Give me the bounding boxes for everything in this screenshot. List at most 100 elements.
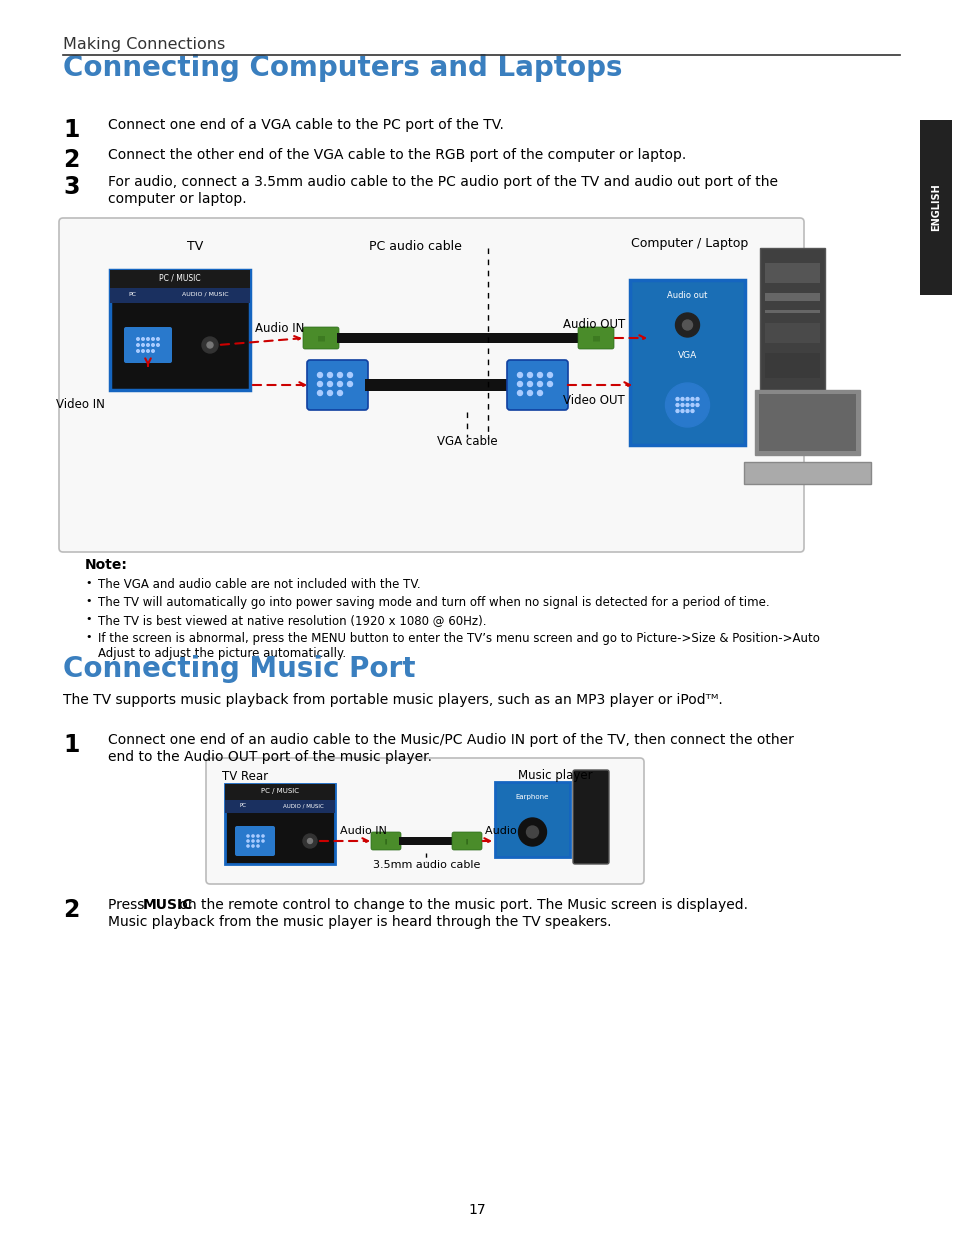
Circle shape bbox=[136, 343, 139, 346]
Circle shape bbox=[247, 835, 249, 837]
Text: Video OUT: Video OUT bbox=[562, 394, 624, 406]
Text: Audio out: Audio out bbox=[666, 291, 707, 300]
Circle shape bbox=[136, 350, 139, 352]
FancyBboxPatch shape bbox=[743, 462, 870, 484]
Circle shape bbox=[527, 373, 532, 378]
Circle shape bbox=[676, 404, 679, 406]
Circle shape bbox=[247, 845, 249, 847]
FancyBboxPatch shape bbox=[573, 769, 608, 864]
Circle shape bbox=[152, 343, 154, 346]
Circle shape bbox=[681, 320, 692, 330]
Circle shape bbox=[142, 337, 144, 341]
Circle shape bbox=[537, 390, 542, 395]
Circle shape bbox=[262, 835, 264, 837]
Text: TV Rear: TV Rear bbox=[222, 769, 268, 783]
Circle shape bbox=[136, 337, 139, 341]
Text: 3.5mm audio cable: 3.5mm audio cable bbox=[373, 860, 479, 869]
Circle shape bbox=[696, 398, 699, 400]
Text: For audio, connect a 3.5mm audio cable to the PC audio port of the TV and audio : For audio, connect a 3.5mm audio cable t… bbox=[108, 175, 778, 189]
FancyBboxPatch shape bbox=[398, 837, 454, 845]
Text: Audio OUT: Audio OUT bbox=[562, 319, 624, 331]
Circle shape bbox=[685, 398, 688, 400]
Text: 2: 2 bbox=[63, 898, 79, 923]
Circle shape bbox=[685, 410, 688, 412]
Circle shape bbox=[207, 342, 213, 348]
Circle shape bbox=[680, 398, 683, 400]
Circle shape bbox=[690, 410, 693, 412]
Text: The TV is best viewed at native resolution (1920 x 1080 @ 60Hz).: The TV is best viewed at native resoluti… bbox=[98, 614, 486, 627]
FancyBboxPatch shape bbox=[764, 324, 820, 343]
Circle shape bbox=[156, 343, 159, 346]
FancyBboxPatch shape bbox=[124, 327, 172, 363]
FancyBboxPatch shape bbox=[225, 800, 335, 813]
Circle shape bbox=[665, 383, 709, 427]
Circle shape bbox=[526, 826, 537, 839]
Circle shape bbox=[696, 404, 699, 406]
Circle shape bbox=[256, 835, 259, 837]
Circle shape bbox=[690, 398, 693, 400]
Circle shape bbox=[307, 839, 313, 844]
FancyBboxPatch shape bbox=[365, 379, 510, 391]
Circle shape bbox=[685, 404, 688, 406]
FancyBboxPatch shape bbox=[110, 270, 250, 288]
Text: ||||: |||| bbox=[592, 335, 599, 341]
Text: Making Connections: Making Connections bbox=[63, 37, 225, 52]
Circle shape bbox=[337, 373, 342, 378]
Text: Music playback from the music player is heard through the TV speakers.: Music playback from the music player is … bbox=[108, 915, 611, 929]
Circle shape bbox=[202, 337, 218, 353]
Circle shape bbox=[256, 845, 259, 847]
FancyBboxPatch shape bbox=[495, 782, 569, 857]
Text: Press: Press bbox=[108, 898, 149, 911]
Text: Earphone: Earphone bbox=[516, 794, 549, 800]
FancyBboxPatch shape bbox=[336, 333, 579, 343]
Circle shape bbox=[142, 350, 144, 352]
Text: Connecting Music Port: Connecting Music Port bbox=[63, 655, 416, 683]
Circle shape bbox=[152, 350, 154, 352]
Text: computer or laptop.: computer or laptop. bbox=[108, 191, 247, 206]
Text: Note:: Note: bbox=[85, 558, 128, 572]
FancyBboxPatch shape bbox=[760, 248, 824, 424]
Circle shape bbox=[347, 373, 352, 378]
Text: Connect one end of a VGA cable to the PC port of the TV.: Connect one end of a VGA cable to the PC… bbox=[108, 119, 503, 132]
Text: 1: 1 bbox=[63, 119, 79, 142]
Circle shape bbox=[517, 390, 522, 395]
Circle shape bbox=[317, 382, 322, 387]
Circle shape bbox=[317, 373, 322, 378]
Circle shape bbox=[156, 337, 159, 341]
Text: ENGLISH: ENGLISH bbox=[930, 184, 940, 231]
Text: •: • bbox=[85, 597, 91, 606]
Circle shape bbox=[527, 390, 532, 395]
FancyBboxPatch shape bbox=[506, 359, 567, 410]
Circle shape bbox=[252, 835, 253, 837]
FancyBboxPatch shape bbox=[59, 219, 803, 552]
Circle shape bbox=[547, 382, 552, 387]
Text: Computer / Laptop: Computer / Laptop bbox=[631, 237, 748, 249]
Circle shape bbox=[247, 840, 249, 842]
Circle shape bbox=[527, 382, 532, 387]
Circle shape bbox=[152, 337, 154, 341]
FancyBboxPatch shape bbox=[206, 758, 643, 884]
Text: The TV will automatically go into power saving mode and turn off when no signal : The TV will automatically go into power … bbox=[98, 597, 769, 609]
Circle shape bbox=[675, 312, 699, 337]
Circle shape bbox=[680, 410, 683, 412]
Text: If the screen is abnormal, press the MENU button to enter the TV’s menu screen a: If the screen is abnormal, press the MEN… bbox=[98, 632, 819, 645]
Circle shape bbox=[252, 840, 253, 842]
Text: AUDIO / MUSIC: AUDIO / MUSIC bbox=[181, 291, 228, 296]
FancyBboxPatch shape bbox=[452, 832, 481, 850]
Circle shape bbox=[676, 410, 679, 412]
Circle shape bbox=[252, 845, 253, 847]
Text: PC: PC bbox=[128, 291, 136, 296]
Circle shape bbox=[537, 373, 542, 378]
Text: •: • bbox=[85, 632, 91, 642]
Circle shape bbox=[337, 382, 342, 387]
Text: Video IN: Video IN bbox=[56, 398, 105, 410]
Circle shape bbox=[327, 373, 333, 378]
Circle shape bbox=[256, 840, 259, 842]
Text: VGA cable: VGA cable bbox=[436, 435, 497, 448]
Text: The VGA and audio cable are not included with the TV.: The VGA and audio cable are not included… bbox=[98, 578, 420, 592]
Text: MUSIC: MUSIC bbox=[143, 898, 193, 911]
Text: ||||: |||| bbox=[316, 335, 325, 341]
Circle shape bbox=[517, 382, 522, 387]
FancyBboxPatch shape bbox=[759, 394, 855, 451]
Circle shape bbox=[690, 404, 693, 406]
